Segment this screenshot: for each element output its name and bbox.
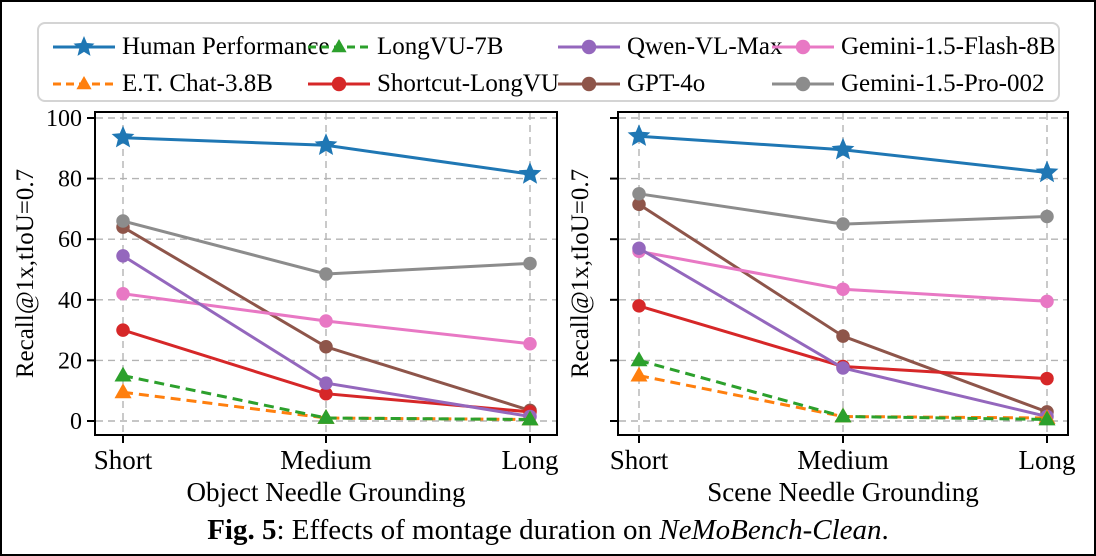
y-axis-title: Recall@1x,tIoU=0.7 [12,169,39,378]
caption-colon: : [276,514,292,546]
star-marker [111,125,135,148]
triangle-marker [630,366,648,382]
star-marker [1035,160,1059,183]
circle-line-icon [772,76,834,91]
star-marker [314,133,338,155]
legend-label: Human Performance [122,33,330,60]
legend-label: Shortcut-LongVU [377,70,559,97]
triangle-marker [1038,410,1056,426]
y-tick-label: 100 [46,106,82,132]
caption-text: Effects of montage duration on [291,514,660,546]
legend-item-gemini-1-5-flash-8b: Gemini-1.5-Flash-8B [771,34,1056,59]
circle-line-icon [308,76,370,91]
legend-item-e-t-chat-3-8b: E.T. Chat-3.8B [52,71,273,96]
x-tick-label: Short [94,445,153,475]
figure-caption: Fig. 5: Effects of montage duration on N… [2,514,1094,547]
scene-needle-chart: Short Medium Long Scene Needle Grounding Rec… [567,111,1076,507]
circle-marker [116,286,130,301]
circle-marker [632,241,646,256]
circle-marker [319,340,333,354]
circle-marker [632,299,646,313]
star-marker [627,124,651,146]
caption-emphasis: NeMoBench-Clean [659,514,882,546]
legend-item-shortcut-longvu: Shortcut-LongVU [307,71,559,96]
triangle-marker [317,409,335,424]
circle-marker [319,314,333,328]
triangle-marker [114,383,132,399]
circle-marker [319,386,333,401]
y-tick-label: 80 [58,167,82,193]
star-marker [831,137,855,160]
circle-marker [836,361,850,375]
triangle-line-icon [53,75,115,89]
legend-label: GPT-4o [627,70,706,97]
circle-marker [1040,294,1054,309]
legend-label: Gemini-1.5-Flash-8B [841,33,1056,60]
circle-marker [116,249,130,263]
x-tick-label: Short [610,445,669,475]
star-line-icon [53,35,115,56]
circle-line-icon [772,39,834,54]
y-axis-title: Recall@1x,tIoU=0.7 [567,169,594,378]
triangle-marker [114,366,132,382]
chart-legend: Human Performance E.T. Chat-3.8B LongVU-7B… [37,22,1060,102]
legend-label: Qwen-VL-Max [627,33,783,60]
circle-marker [836,282,850,296]
legend-label: LongVU-7B [377,33,504,60]
legend-item-gpt-4o: GPT-4o [557,71,705,96]
x-axis-title: Object Needle Grounding [187,477,466,507]
x-tick-label: Medium [280,445,372,475]
legend-item-qwen-vl-max: Qwen-VL-Max [557,34,783,59]
circle-marker [1040,371,1054,386]
series-line [122,374,531,421]
legend-item-gemini-1-5-pro-002: Gemini-1.5-Pro-002 [771,71,1044,96]
circle-marker [319,267,333,281]
object-needle-chart: 0 20 40 60 80 100 Short Medium Long Object Needle… [12,106,559,507]
triangle-line-icon [308,38,370,52]
circle-marker [116,214,130,228]
circle-line-icon [558,39,620,54]
y-tick-label: 20 [58,348,82,374]
circle-marker [319,376,333,390]
legend-item-longvu-7b: LongVU-7B [307,34,503,59]
circle-marker [632,197,646,212]
x-tick-label: Long [1019,445,1076,475]
x-tick-label: Medium [797,445,889,475]
legend-label: E.T. Chat-3.8B [122,70,273,97]
y-tick-label: 40 [58,288,82,314]
y-tick-label: 60 [58,227,82,253]
triangle-marker [521,410,539,426]
star-marker [518,162,542,184]
circle-marker [836,329,850,343]
circle-marker [836,217,850,231]
y-tick-label: 0 [70,409,82,435]
x-axis-title: Scene Needle Grounding [707,477,978,507]
circle-line-icon [558,76,620,91]
circle-marker [523,336,537,351]
triangle-marker [630,351,648,367]
x-tick-label: Long [502,445,559,475]
line-charts: 0 20 40 60 80 100 Short Medium Long Object Needle… [12,106,1076,507]
circle-marker [1040,209,1054,224]
legend-label: Gemini-1.5-Pro-002 [841,70,1045,97]
circle-marker [116,323,130,337]
legend-item-human-performance: Human Performance [52,34,330,59]
triangle-marker [834,407,852,423]
circle-marker [523,256,537,271]
circle-marker [632,187,646,201]
caption-period: . [881,514,889,546]
caption-fig-label: Fig. 5 [207,514,277,546]
